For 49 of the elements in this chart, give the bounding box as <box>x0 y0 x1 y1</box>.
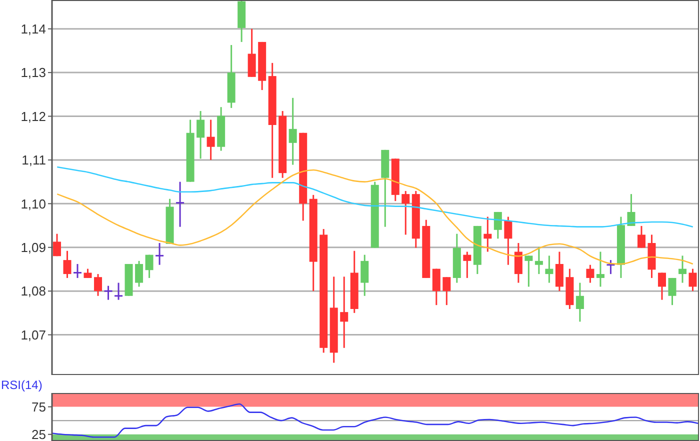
y-tick-label: 1,09 <box>20 240 46 255</box>
y-tick-label: 1,13 <box>20 65 46 80</box>
candlestick <box>586 264 594 284</box>
candlestick <box>524 254 533 288</box>
candlestick <box>484 216 492 252</box>
candlestick <box>53 233 61 257</box>
candlestick <box>248 28 256 78</box>
candlestick <box>576 282 584 322</box>
candlestick <box>688 268 697 292</box>
candlestick <box>678 254 686 284</box>
candlestick <box>72 263 82 279</box>
candlestick <box>442 276 451 306</box>
y-tick-label: 75 <box>32 399 46 414</box>
y-tick-label: 25 <box>32 426 46 441</box>
candlestick <box>154 242 164 266</box>
line-series <box>51 403 699 438</box>
candlestick <box>196 110 205 160</box>
candlestick <box>534 246 543 275</box>
y-tick-label: 1,08 <box>20 284 46 299</box>
candlestick <box>432 268 440 306</box>
candlestick <box>340 276 348 349</box>
candlestick <box>94 273 102 297</box>
candlestick <box>668 277 676 306</box>
candlestick <box>637 225 646 249</box>
candlestick <box>360 254 369 297</box>
candlestick <box>145 254 154 279</box>
candlestick <box>463 251 472 279</box>
y-tick-label: 1,07 <box>20 327 46 342</box>
y-tick-label: 1,10 <box>20 196 46 212</box>
y-tick-label: 1,11 <box>22 152 46 168</box>
candlestick <box>135 260 144 288</box>
candlestick <box>514 242 522 284</box>
candlestick <box>288 97 297 166</box>
candlestick <box>84 268 92 279</box>
candlestick <box>175 181 185 228</box>
y-tick-label: 1,14 <box>20 21 46 36</box>
candlestick <box>206 119 215 161</box>
candlestick <box>658 272 666 301</box>
candlestick <box>402 190 410 236</box>
candlestick <box>63 250 72 279</box>
candlestick <box>504 216 512 266</box>
y-tick-label: 1,12 <box>20 108 46 124</box>
candlestick <box>114 282 124 301</box>
candlestick <box>104 285 114 301</box>
chart-title: RSI(14) <box>1 378 42 392</box>
candlestick <box>545 254 554 284</box>
candlestick <box>555 251 564 292</box>
candlestick <box>627 193 636 227</box>
candlestick <box>596 251 604 288</box>
